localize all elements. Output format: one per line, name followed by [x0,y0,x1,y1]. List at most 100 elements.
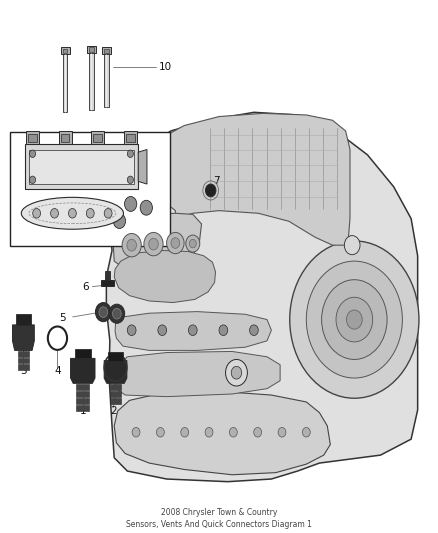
Circle shape [29,176,35,183]
Circle shape [306,261,403,378]
Bar [110,384,121,390]
Bar [89,47,94,52]
Bar [61,134,70,142]
Bar [126,134,134,142]
Circle shape [50,208,58,218]
Bar [18,364,28,369]
Bar [110,398,121,404]
Polygon shape [25,144,138,189]
Bar [76,398,89,404]
Bar [87,46,96,53]
Polygon shape [12,325,34,350]
Bar [18,358,28,363]
Circle shape [219,325,228,335]
Text: 2: 2 [110,406,117,416]
Polygon shape [59,131,72,144]
Bar [18,351,28,357]
Circle shape [344,236,360,255]
Circle shape [158,325,166,335]
Polygon shape [26,131,39,144]
Circle shape [321,280,387,359]
Text: 4: 4 [54,366,61,376]
Circle shape [95,303,111,322]
Text: 8: 8 [237,152,244,163]
Circle shape [127,239,137,251]
Circle shape [29,150,35,157]
Circle shape [278,427,286,437]
Polygon shape [114,351,280,397]
Circle shape [230,427,237,437]
Bar [76,405,89,411]
Bar [102,47,111,54]
Text: 9: 9 [18,232,25,241]
Circle shape [181,427,189,437]
Polygon shape [106,112,418,482]
Circle shape [86,208,94,218]
Circle shape [113,309,121,319]
Circle shape [127,325,136,335]
Text: 7: 7 [213,176,220,187]
Circle shape [302,427,310,437]
Bar [104,54,109,107]
Circle shape [68,208,76,218]
Bar [106,271,110,280]
Polygon shape [91,131,104,144]
Polygon shape [138,149,147,184]
Circle shape [104,208,112,218]
Circle shape [336,297,373,342]
Circle shape [127,176,134,183]
Text: 3: 3 [20,366,27,376]
Bar [101,280,114,286]
Bar [108,352,124,360]
Circle shape [188,325,197,335]
Circle shape [109,304,125,324]
Circle shape [124,197,137,212]
Circle shape [205,184,216,197]
Circle shape [189,239,196,248]
Circle shape [132,427,140,437]
Bar [63,54,67,112]
Bar [93,134,102,142]
Polygon shape [124,131,137,144]
Polygon shape [71,358,95,383]
Bar [76,391,89,397]
Circle shape [171,238,180,248]
Circle shape [149,238,158,250]
Circle shape [113,214,126,229]
Ellipse shape [21,197,124,229]
Text: 6: 6 [82,281,89,292]
Circle shape [226,359,247,386]
Circle shape [231,366,242,379]
Circle shape [122,233,141,257]
Circle shape [254,427,261,437]
Text: 10: 10 [159,62,172,72]
Polygon shape [114,391,330,475]
Circle shape [186,235,200,252]
Bar [104,49,109,53]
Bar [28,134,37,142]
Circle shape [290,241,419,398]
Bar [75,349,91,358]
Text: 1: 1 [79,406,86,416]
Polygon shape [115,312,272,350]
Polygon shape [143,114,350,245]
Circle shape [33,208,41,218]
Bar [61,47,70,54]
Circle shape [144,232,163,256]
Circle shape [205,427,213,437]
Text: 5: 5 [60,313,66,323]
Circle shape [250,325,258,335]
Circle shape [140,200,152,215]
Polygon shape [113,213,201,272]
Text: 2008 Chrysler Town & Country
Sensors, Vents And Quick Connectors Diagram 1: 2008 Chrysler Town & Country Sensors, Ve… [126,508,312,529]
Circle shape [51,330,64,346]
Circle shape [166,232,184,254]
Polygon shape [104,360,127,383]
Circle shape [346,310,362,329]
Bar [29,149,134,184]
Circle shape [99,307,108,318]
Circle shape [127,150,134,157]
Bar [11,132,170,246]
Bar [110,391,121,397]
Bar [15,314,31,325]
